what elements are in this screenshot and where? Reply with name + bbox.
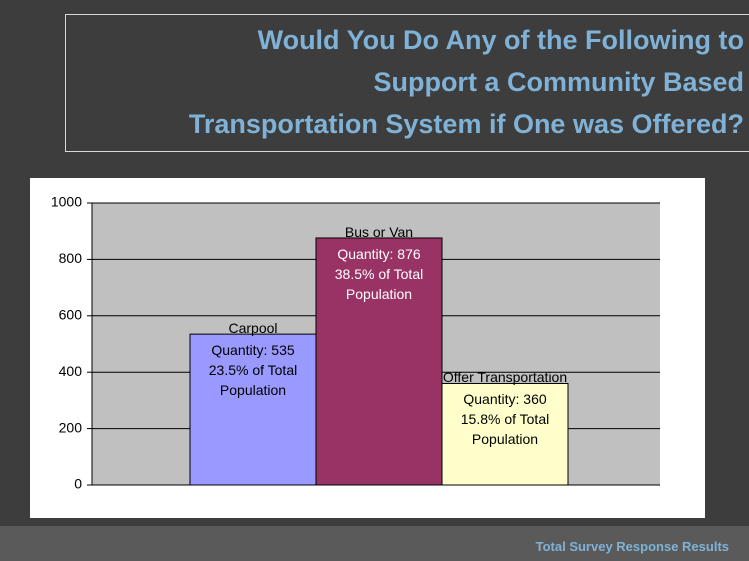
value-label: Quantity: 876 (337, 245, 421, 262)
value-label: Quantity: 535 (211, 342, 295, 359)
share-label: 38.5% of Total Population (334, 265, 424, 302)
y-tick-label: 800 (59, 250, 83, 266)
footer-strip (0, 526, 749, 561)
title-line: Transportation System if One was Offered… (188, 109, 744, 139)
share-label: 23.5% of Total Population (208, 362, 298, 399)
y-tick-label: 0 (74, 476, 82, 492)
bar (189, 333, 317, 486)
bar (441, 382, 569, 486)
data-label: Quantity: 876 38.5% of Total Population (320, 244, 438, 304)
title-box: Would You Do Any of the Following to Sup… (65, 14, 749, 152)
y-tick-label: 1000 (51, 194, 82, 210)
y-tick-label: 600 (59, 307, 83, 323)
category-label: Offer Transportation (442, 369, 568, 386)
y-tick-label: 400 (59, 363, 83, 379)
y-tick-label: 200 (59, 419, 83, 435)
bar (315, 237, 443, 486)
data-label: Quantity: 360 15.8% of Total Population (446, 389, 564, 449)
title-line: Support a Community Based (373, 67, 744, 97)
share-label: 15.8% of Total Population (460, 411, 550, 448)
title-line: Would You Do Any of the Following to (257, 25, 744, 55)
value-label: Quantity: 360 (463, 391, 547, 408)
category-label: Bus or Van (344, 223, 414, 240)
footer: Total Survey Response Results (535, 539, 729, 554)
data-label: Quantity: 535 23.5% of Total Population (194, 340, 312, 400)
category-label: Carpool (228, 320, 278, 337)
